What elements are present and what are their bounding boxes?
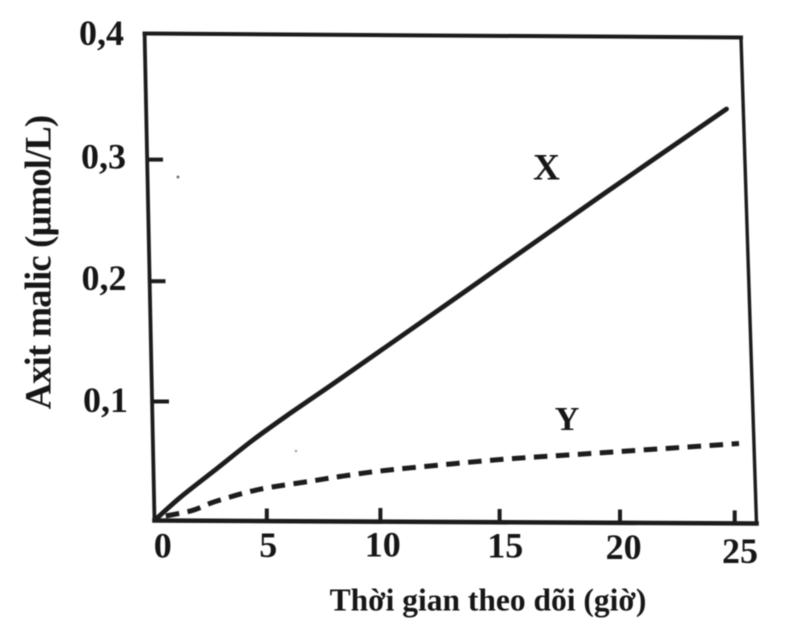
svg-text:20: 20 bbox=[606, 527, 642, 567]
svg-text:5: 5 bbox=[259, 525, 277, 565]
svg-text:0,1: 0,1 bbox=[83, 380, 128, 420]
svg-text:0: 0 bbox=[154, 525, 172, 565]
svg-text:0,4: 0,4 bbox=[79, 13, 124, 53]
svg-text:10: 10 bbox=[365, 525, 401, 565]
svg-text:Y: Y bbox=[555, 401, 580, 438]
svg-text:Thời gian theo dõi (giờ): Thời gian theo dõi (giờ) bbox=[330, 583, 647, 618]
svg-text:X: X bbox=[533, 148, 560, 189]
svg-text:0,2: 0,2 bbox=[82, 258, 127, 298]
svg-text:25: 25 bbox=[722, 531, 758, 571]
svg-text:15: 15 bbox=[487, 525, 523, 565]
svg-text:Axit malic (µmol/L): Axit malic (µmol/L) bbox=[18, 116, 59, 410]
svg-text:0,3: 0,3 bbox=[81, 136, 126, 176]
